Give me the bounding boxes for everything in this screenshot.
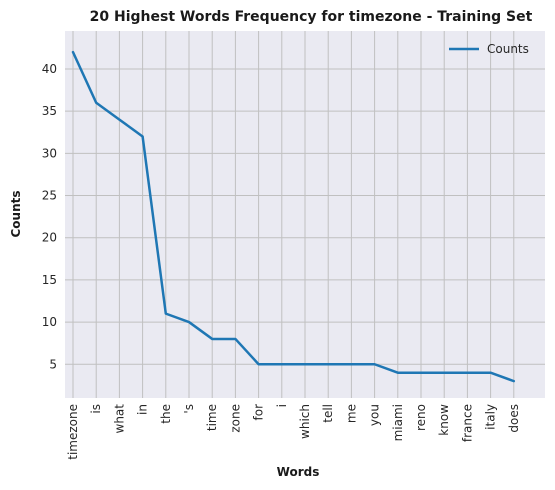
y-tick-label: 15 bbox=[42, 273, 57, 287]
x-tick-label: know bbox=[437, 404, 451, 436]
x-axis-ticks: timezone is what in the's time zone for i which te… bbox=[66, 404, 521, 460]
x-tick-label: is bbox=[89, 404, 103, 414]
y-axis-label: Counts bbox=[9, 190, 23, 237]
chart-title: 20 Highest Words Frequency for timezone … bbox=[90, 9, 533, 25]
x-tick-label: which bbox=[298, 404, 312, 439]
x-tick-label: italy bbox=[484, 404, 498, 430]
y-tick-label: 40 bbox=[42, 62, 57, 76]
series-line bbox=[71, 50, 516, 383]
legend-label: Counts bbox=[487, 42, 529, 56]
y-tick-label: 5 bbox=[49, 357, 57, 371]
x-tick-label: timezone bbox=[66, 404, 80, 460]
x-axis-label: Words bbox=[277, 465, 320, 479]
y-tick-label: 30 bbox=[42, 146, 57, 160]
grid-lines bbox=[65, 31, 545, 398]
x-tick-label: in bbox=[136, 404, 150, 415]
x-tick-label: what bbox=[112, 404, 126, 434]
x-tick-label: 's bbox=[182, 404, 196, 414]
x-tick-label: reno bbox=[414, 404, 428, 431]
y-tick-label: 35 bbox=[42, 104, 57, 118]
legend: Counts bbox=[449, 42, 529, 56]
x-tick-label: me bbox=[344, 404, 358, 423]
y-tick-label: 10 bbox=[42, 315, 57, 329]
x-tick-label: for bbox=[252, 404, 266, 421]
y-tick-label: 25 bbox=[42, 189, 57, 203]
series-group bbox=[71, 50, 516, 383]
y-tick-label: 20 bbox=[42, 231, 57, 245]
x-tick-label: the bbox=[159, 404, 173, 424]
x-tick-label: miami bbox=[391, 404, 405, 441]
x-tick-label: you bbox=[368, 404, 382, 426]
x-tick-label: does bbox=[507, 404, 521, 433]
x-tick-label: zone bbox=[228, 404, 242, 433]
x-tick-label: france bbox=[460, 404, 474, 442]
x-tick-label: time bbox=[205, 404, 219, 431]
y-axis-ticks: 5 10 15 20 25 30 35 40 bbox=[42, 62, 57, 371]
x-tick-label: i bbox=[275, 404, 289, 407]
x-tick-label: tell bbox=[321, 404, 335, 423]
